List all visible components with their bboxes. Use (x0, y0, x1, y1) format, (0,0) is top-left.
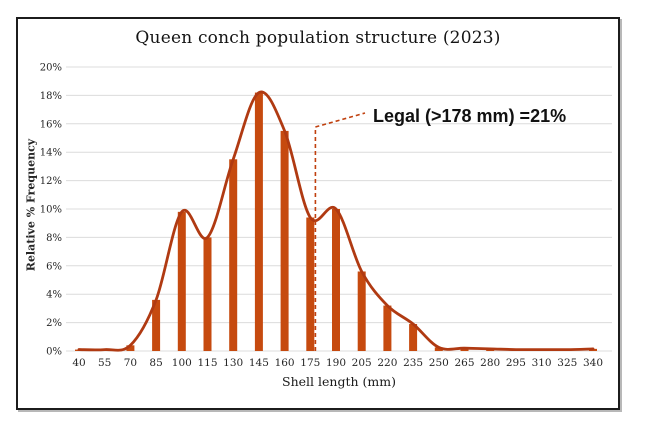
bar (383, 305, 392, 351)
bar (126, 345, 135, 351)
bar (177, 211, 186, 351)
x-tick-label: 175 (300, 357, 320, 369)
bar (306, 217, 315, 351)
bar (203, 237, 212, 351)
x-tick-label: 205 (352, 357, 372, 369)
x-tick-label: 115 (197, 357, 217, 369)
y-tick-label: 18% (40, 91, 62, 102)
x-tick-label: 250 (429, 357, 449, 369)
y-tick-label: 10% (40, 205, 62, 216)
y-tick-label: 4% (46, 290, 62, 301)
x-tick-label: 55 (98, 357, 111, 369)
x-tick-label: 145 (249, 357, 269, 369)
bar (280, 130, 289, 351)
x-tick-label: 100 (172, 357, 192, 369)
x-tick-label: 235 (403, 357, 423, 369)
y-tick-label: 6% (46, 261, 62, 272)
bar (332, 209, 340, 351)
plot-area: 0% 2% 4% 6% 8% 10% 12% 14% 16% 18% 20% 40 55 70 85 100 1… (40, 63, 612, 369)
x-axis-title: Shell length (mm) (282, 374, 396, 389)
x-tick-label: 340 (583, 357, 603, 369)
x-tick-label: 295 (506, 357, 526, 369)
bar (434, 347, 443, 351)
trend-curve (77, 90, 595, 352)
x-tick-label: 325 (557, 357, 577, 369)
bar (152, 299, 161, 351)
y-tick-label: 2% (46, 318, 62, 329)
y-tick-label: 16% (40, 119, 62, 130)
y-tick-label: 8% (46, 233, 62, 244)
x-tick-label: 40 (72, 357, 85, 369)
legal-size-annotation: Legal (>178 mm) =21% (373, 106, 567, 126)
bar (409, 324, 418, 351)
x-tick-label: 190 (326, 357, 346, 369)
x-tick-label: 220 (377, 357, 397, 369)
x-tick-label: 85 (149, 357, 162, 369)
x-tick-label: 310 (532, 357, 552, 369)
y-tick-label: 0% (46, 347, 62, 358)
x-tick-label: 265 (454, 357, 474, 369)
chart-title: Queen conch population structure (2023) (135, 28, 501, 48)
x-tick-label: 280 (480, 357, 500, 369)
bar (357, 271, 366, 351)
chart-figure: Queen conch population structure (2023) … (16, 17, 620, 410)
x-tick-label: 160 (275, 357, 295, 369)
y-axis-title: Relative % Frequency (24, 138, 38, 272)
x-tick-label: 130 (223, 357, 243, 369)
bar (229, 159, 238, 351)
y-tick-label: 14% (40, 148, 62, 159)
y-tick-label: 20% (40, 63, 62, 74)
y-tick-label: 12% (40, 176, 62, 187)
bar (254, 92, 263, 351)
threshold-dashed-line (314, 112, 366, 351)
x-tick-label: 70 (124, 357, 137, 369)
